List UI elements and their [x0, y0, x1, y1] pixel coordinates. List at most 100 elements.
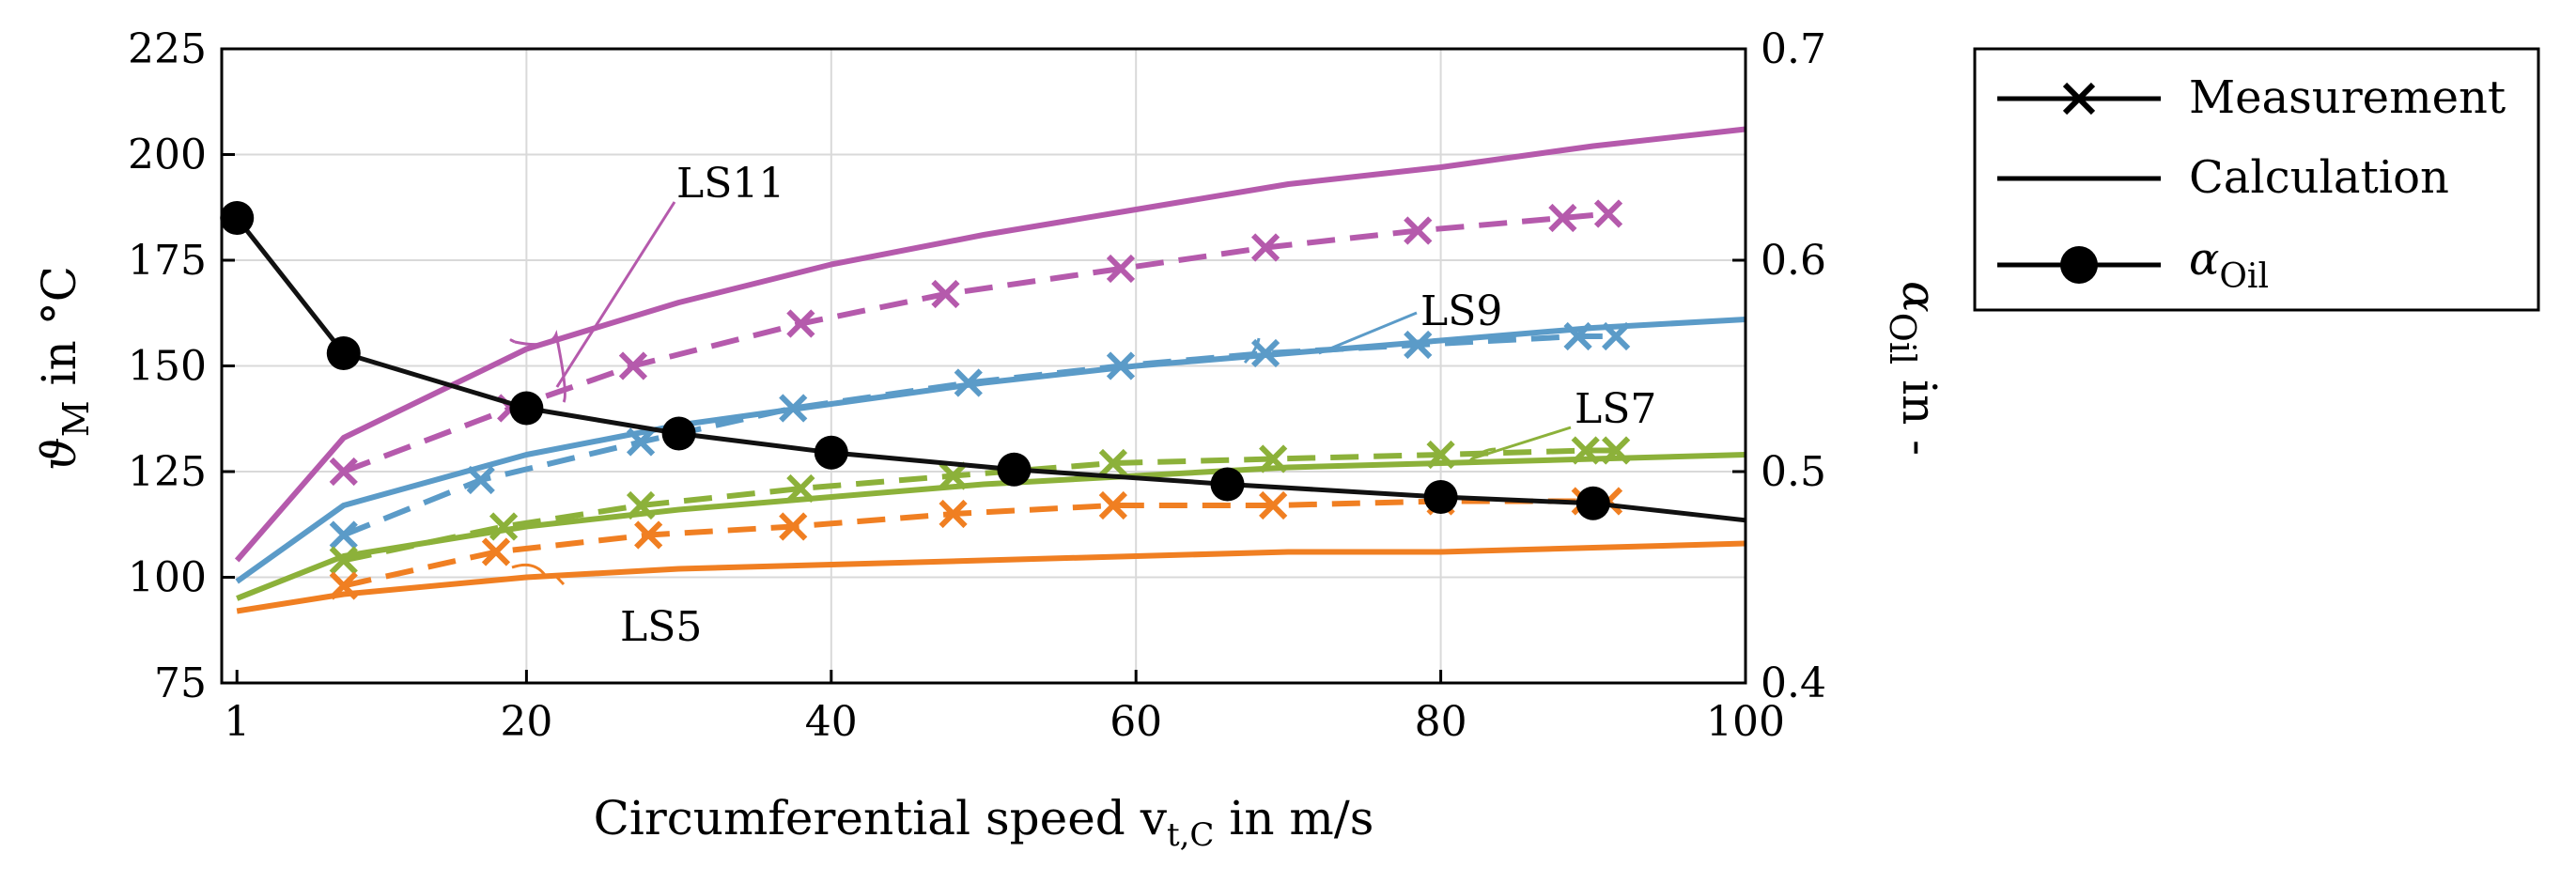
y-tick-label: 100: [128, 554, 207, 602]
alpha-point: [509, 391, 544, 426]
alpha-point: [814, 435, 848, 470]
measurement-point-ls7: [786, 473, 815, 504]
y-axis-label-suffix: in °C: [32, 266, 86, 400]
measurement-point-ls7: [1259, 444, 1288, 473]
alpha-point: [997, 452, 1032, 487]
annotation-leader-ls11: [555, 201, 676, 388]
grid: [222, 49, 1746, 683]
measurement-point-ls7: [1426, 440, 1455, 470]
series-line-ls7-calculation: [236, 452, 1746, 601]
measurement-point-ls11: [1404, 216, 1433, 245]
y2-axis-label-sub: Oil: [1882, 313, 1923, 364]
measurement-point-ls7: [329, 546, 358, 575]
series-line-ls11-measurement: [342, 210, 1609, 474]
x-axis-label: Circumferential speed vt,C in m/s: [594, 791, 1374, 854]
measurement-point-ls5: [1259, 490, 1288, 520]
x-tick-label: 100: [1706, 698, 1785, 746]
measurement-point-ls11: [1250, 233, 1280, 262]
annotation-arc-ls9: [1243, 337, 1261, 364]
annotation-label-ls5: LS5: [620, 603, 702, 651]
annotation-label-ls9: LS9: [1420, 287, 1502, 335]
y2-tick-label: 0.7: [1761, 25, 1826, 73]
measurement-point-ls5: [1098, 490, 1127, 520]
y2-axis-label: αOil in -: [1882, 281, 1947, 456]
measurement-point-ls7: [1602, 436, 1631, 465]
y2-ticks: 0.4 0.5 0.6 0.7: [1732, 25, 1826, 707]
measurement-point-ls9: [466, 465, 495, 495]
measurement-point-ls5: [481, 537, 511, 566]
plot-series: [220, 126, 1746, 614]
measurement-point-ls9: [1106, 351, 1136, 380]
measurement-point-ls7: [939, 461, 968, 490]
measurement-point-ls9: [954, 368, 983, 397]
series-line-ls5-calculation: [236, 540, 1746, 614]
measurement-point-ls5: [939, 499, 968, 529]
measurement-point-ls11: [1593, 199, 1623, 228]
measurement-point-ls9: [779, 394, 808, 423]
measurement-point-ls7: [626, 490, 656, 520]
y-tick-label: 75: [154, 659, 207, 707]
alpha-point: [326, 336, 361, 370]
measurement-point-ls7: [1571, 436, 1600, 465]
legend-measurement-cross-icon: [2062, 82, 2096, 116]
annotation-arc-ls7: [1466, 447, 1497, 464]
annotation-leader-ls9: [1318, 311, 1418, 355]
series-line-ls5-measurement: [343, 498, 1608, 589]
measurement-point-ls5: [779, 512, 808, 541]
measurement-point-ls9: [329, 520, 358, 550]
x-ticks: 1 20 40 60 80 100: [224, 670, 1785, 746]
legend-alpha-label: αOil: [2189, 233, 2269, 296]
annotation-arc-ls5: [511, 563, 547, 576]
y-axis-label: ϑM in °C: [32, 266, 97, 471]
y-tick-label: 200: [128, 132, 207, 179]
measurement-point-ls11: [329, 457, 358, 487]
legend-alpha-label-sub: Oil: [2219, 257, 2269, 296]
measurement-point-ls7: [489, 512, 519, 541]
x-tick-label: 80: [1415, 698, 1467, 746]
series-line-ls11-calculation: [234, 126, 1746, 563]
measurement-point-ls7: [1098, 448, 1127, 478]
measurement-point-ls11: [618, 351, 648, 380]
measurement-point-ls9: [1602, 321, 1631, 351]
measurement-point-ls11: [931, 279, 960, 309]
y-tick-label: 125: [128, 448, 207, 496]
legend-alpha-label-text: α: [2189, 233, 2219, 286]
legend-calculation-label: Calculation: [2189, 151, 2449, 204]
measurement-point-ls9: [626, 427, 656, 457]
legend: Measurement Calculation αOil: [1973, 47, 2540, 312]
measurement-point-ls11: [786, 309, 815, 338]
alpha-point: [220, 201, 255, 235]
annotation-leader-ls7: [1470, 426, 1572, 460]
y-tick-label: 225: [128, 25, 207, 73]
y-axis-label-text: ϑ: [32, 437, 86, 471]
x-tick-label: 1: [224, 698, 250, 746]
measurement-point-ls9: [1404, 330, 1433, 360]
series-line-ls9-measurement: [342, 333, 1617, 538]
measurement-point-ls5: [329, 571, 358, 600]
measurement-point-ls11: [1106, 254, 1136, 284]
x-axis-label-suffix: in m/s: [1214, 791, 1373, 845]
series-line-oil-alpha: [235, 216, 1746, 523]
y2-axis-label-suffix: in -: [1892, 364, 1947, 456]
y-tick-label: 150: [128, 343, 207, 391]
y-axis-label-sub: M: [55, 400, 97, 437]
measurement-point-ls5: [634, 520, 663, 550]
alpha-point: [1210, 467, 1245, 502]
x-axis-label-sub: t,C: [1167, 816, 1215, 854]
y-tick-label: 175: [128, 237, 207, 285]
annotations: LS11 LS9 LS7 LS5: [509, 160, 1656, 651]
measurement-point-ls9: [1563, 321, 1592, 351]
legend-alpha-dot-icon: [2060, 246, 2098, 284]
y2-tick-label: 0.4: [1761, 659, 1826, 707]
annotation-leader-ls5: [555, 576, 566, 586]
annotation-label-ls11: LS11: [676, 160, 784, 208]
y2-tick-label: 0.5: [1761, 448, 1826, 496]
y2-tick-label: 0.6: [1761, 237, 1826, 285]
x-tick-label: 60: [1110, 698, 1162, 746]
annotation-arc-ls11: [509, 330, 566, 403]
measurement-point-ls11: [1548, 203, 1577, 233]
x-axis-label-text: Circumferential speed v: [594, 791, 1168, 845]
x-tick-label: 20: [500, 698, 552, 746]
annotation-label-ls7: LS7: [1575, 385, 1656, 433]
